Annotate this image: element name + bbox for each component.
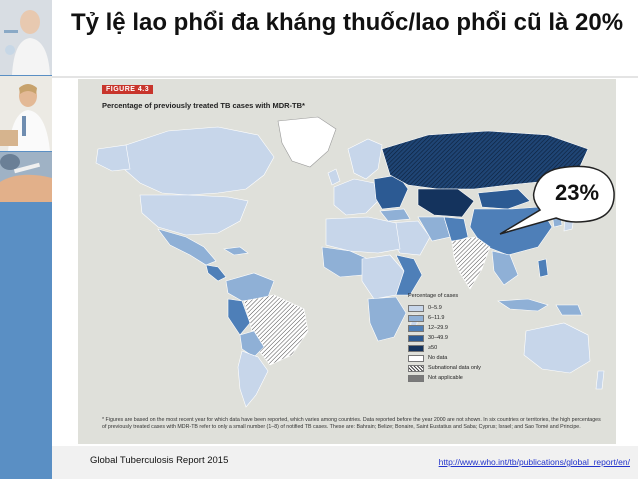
slide-title: Tỷ lệ lao phổi đa kháng thuốc/lao phổi c…	[70, 9, 624, 36]
legend-item: 12–29.9	[408, 323, 508, 333]
western-europe-region	[333, 178, 379, 216]
kazakhstan-region	[417, 188, 475, 218]
doctor-photo	[0, 76, 52, 151]
alaska-region	[95, 144, 131, 172]
legend-item: No data	[408, 353, 508, 363]
map-legend: Percentage of cases 0–5.9 6–11.9 12–29.9…	[408, 293, 508, 383]
australia-region	[523, 322, 591, 374]
figure-title: Percentage of previously treated TB case…	[102, 101, 305, 110]
scandinavia-region	[347, 138, 383, 180]
caribbean-region	[223, 246, 249, 256]
greenland-region	[277, 116, 337, 168]
pakistan-afghanistan-region	[443, 216, 469, 244]
east-africa-region	[395, 254, 423, 296]
southern-africa-region	[367, 296, 407, 342]
legend-item: 6–11.9	[408, 313, 508, 323]
canada-region	[123, 126, 275, 196]
legend-item: ≥50	[408, 343, 508, 353]
legend-title: Percentage of cases	[408, 293, 459, 299]
lab-worker-photo	[0, 0, 52, 75]
philippines-region	[537, 258, 549, 278]
legend-item: 30–49.9	[408, 333, 508, 343]
turkey-region	[379, 208, 411, 222]
indonesia-region	[497, 298, 549, 312]
papua-new-guinea-region	[555, 304, 583, 316]
argentina-chile-region	[237, 350, 269, 408]
injection-photo	[0, 152, 52, 202]
callout-value: 23%	[554, 180, 600, 205]
bolivia-region	[239, 330, 265, 358]
legend-item: Subnational data only	[408, 363, 508, 373]
title-divider	[52, 76, 638, 78]
figure-footnote: * Figures are based on the most recent y…	[102, 417, 601, 430]
figure-label: FIGURE 4.3	[102, 85, 154, 94]
uk-region	[327, 168, 341, 186]
mexico-region	[157, 228, 217, 266]
central-america-region	[205, 264, 227, 282]
southeast-asia-region	[491, 250, 519, 286]
source-citation: Global Tuberculosis Report 2015	[90, 455, 229, 466]
left-photo-strip	[0, 0, 52, 479]
india-region	[451, 236, 491, 290]
mongolia-region	[477, 188, 531, 210]
legend-item: Not applicable	[408, 373, 508, 383]
new-zealand-region	[595, 370, 605, 390]
peru-region	[227, 298, 251, 336]
footer-bar: Global Tuberculosis Report 2015 http://w…	[52, 446, 638, 479]
usa-region	[139, 194, 249, 236]
report-link[interactable]: http://www.who.int/tb/publications/globa…	[438, 457, 630, 467]
legend-item: 0–5.9	[408, 303, 508, 313]
north-africa-region	[325, 216, 401, 254]
map-figure: FIGURE 4.3 Percentage of previously trea…	[78, 79, 616, 444]
